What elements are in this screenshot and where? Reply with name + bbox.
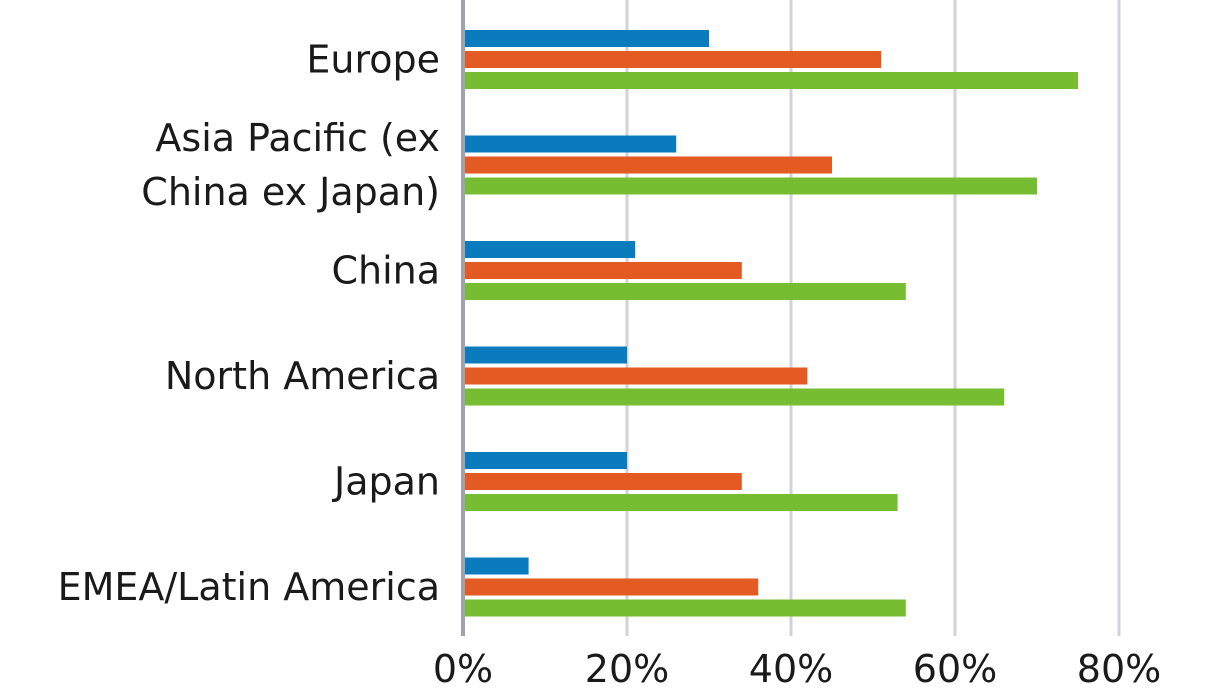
gridlines (625, 0, 1121, 636)
bar-japan-series-3 (465, 494, 898, 511)
category-labels: Europe Asia Pacific (ex China ex Japan) Chi… (58, 38, 440, 610)
category-label-line: China (331, 249, 440, 293)
bar-north-america-series-2 (465, 367, 808, 385)
category-label-line: Asia Pacific (ex (155, 116, 440, 160)
category-label-line: Europe (306, 38, 440, 82)
category-label-china: China (331, 249, 440, 293)
category-label-emea-latin-america: EMEA/Latin America (58, 565, 440, 609)
category-label-line: North America (165, 354, 440, 398)
bar-china-series-1 (465, 241, 636, 258)
category-label-line: EMEA/Latin America (58, 565, 440, 609)
x-tick-label-80: 80% (1077, 647, 1161, 690)
bar-europe-series-3 (465, 72, 1078, 89)
bar-japan-series-1 (465, 452, 627, 469)
bar-europe-series-2 (465, 51, 882, 68)
bar-asia-pacific-ex-china-ex-japan-series-3 (465, 177, 1037, 195)
bar-china-series-2 (465, 262, 742, 279)
category-label-line: China ex Japan) (141, 170, 440, 214)
bar-emea-latin-america-series-3 (465, 599, 906, 617)
bar-japan-series-2 (465, 473, 742, 490)
bar-asia-pacific-ex-china-ex-japan-series-2 (465, 156, 832, 174)
category-label-line: Japan (332, 460, 440, 504)
x-tick-label-60: 60% (913, 647, 997, 690)
category-label-north-america: North America (165, 354, 440, 398)
x-tick-labels: 0% 20% 40% 60% 80% (433, 647, 1161, 690)
x-tick-label-40: 40% (749, 647, 833, 690)
bars (465, 30, 1078, 617)
x-tick-label-20: 20% (585, 647, 669, 690)
category-label-asia-pacific-ex-china-ex-japan: Asia Pacific (ex China ex Japan) (141, 116, 440, 214)
category-label-japan: Japan (332, 460, 440, 504)
bar-emea-latin-america-series-2 (465, 578, 759, 596)
bar-emea-latin-america-series-1 (465, 557, 529, 575)
bar-china-series-3 (465, 283, 906, 300)
bar-north-america-series-3 (465, 388, 1005, 406)
bar-europe-series-1 (465, 30, 709, 47)
bar-north-america-series-1 (465, 346, 627, 364)
bar-asia-pacific-ex-china-ex-japan-series-1 (465, 135, 677, 153)
category-label-europe: Europe (306, 38, 440, 82)
x-tick-label-0: 0% (433, 647, 493, 690)
